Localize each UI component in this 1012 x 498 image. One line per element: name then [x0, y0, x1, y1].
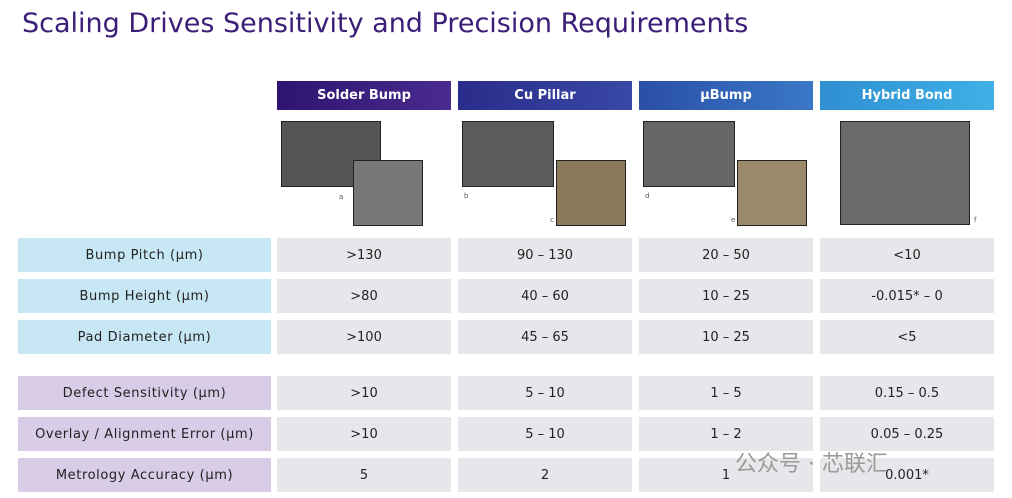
image-label: b [464, 192, 469, 200]
image [353, 160, 423, 226]
image-label: d [645, 192, 650, 200]
column-header: Solder Bump [277, 81, 451, 110]
value-cell: >80 [277, 279, 451, 313]
value-cell: >10 [277, 376, 451, 410]
image-label: a [339, 193, 344, 201]
value-cell: 20 – 50 [639, 238, 813, 272]
value-cell: 1 – 5 [639, 376, 813, 410]
value-cell: 45 – 65 [458, 320, 632, 354]
watermark: 公众号 · 芯联汇 [735, 452, 888, 477]
value-cell: 5 – 10 [458, 376, 632, 410]
value-cell: 1 [639, 458, 813, 492]
image-label: f [974, 216, 977, 224]
value-cell: 10 – 25 [639, 320, 813, 354]
value-cell: >130 [277, 238, 451, 272]
image [462, 121, 554, 187]
value-cell: >10 [277, 417, 451, 451]
value-cell: <5 [820, 320, 994, 354]
value-cell: 0.05 – 0.25 [820, 417, 994, 451]
image [281, 121, 381, 187]
value-cell: 0.15 – 0.5 [820, 376, 994, 410]
value-cell: 0.001* [820, 458, 994, 492]
image-label: c [550, 216, 554, 224]
column-header: Cu Pillar [458, 81, 632, 110]
row-label: Overlay / Alignment Error (μm) [18, 417, 271, 451]
value-cell: -0.015* – 0 [820, 279, 994, 313]
image [643, 121, 735, 187]
image [556, 160, 626, 226]
value-cell: >100 [277, 320, 451, 354]
image [840, 121, 970, 225]
row-label: Bump Height (μm) [18, 279, 271, 313]
value-cell: 90 – 130 [458, 238, 632, 272]
row-label: Pad Diameter (μm) [18, 320, 271, 354]
column-header: Hybrid Bond [820, 81, 994, 110]
image [737, 160, 807, 226]
image-label: e [731, 216, 736, 224]
value-cell: 2 [458, 458, 632, 492]
value-cell: 5 [277, 458, 451, 492]
row-label: Bump Pitch (μm) [18, 238, 271, 272]
row-label: Metrology Accuracy (μm) [18, 458, 271, 492]
column-header: μBump [639, 81, 813, 110]
row-label: Defect Sensitivity (μm) [18, 376, 271, 410]
value-cell: 40 – 60 [458, 279, 632, 313]
value-cell: <10 [820, 238, 994, 272]
slide-title: Scaling Drives Sensitivity and Precision… [22, 8, 749, 39]
value-cell: 1 – 2 [639, 417, 813, 451]
value-cell: 5 – 10 [458, 417, 632, 451]
value-cell: 10 – 25 [639, 279, 813, 313]
